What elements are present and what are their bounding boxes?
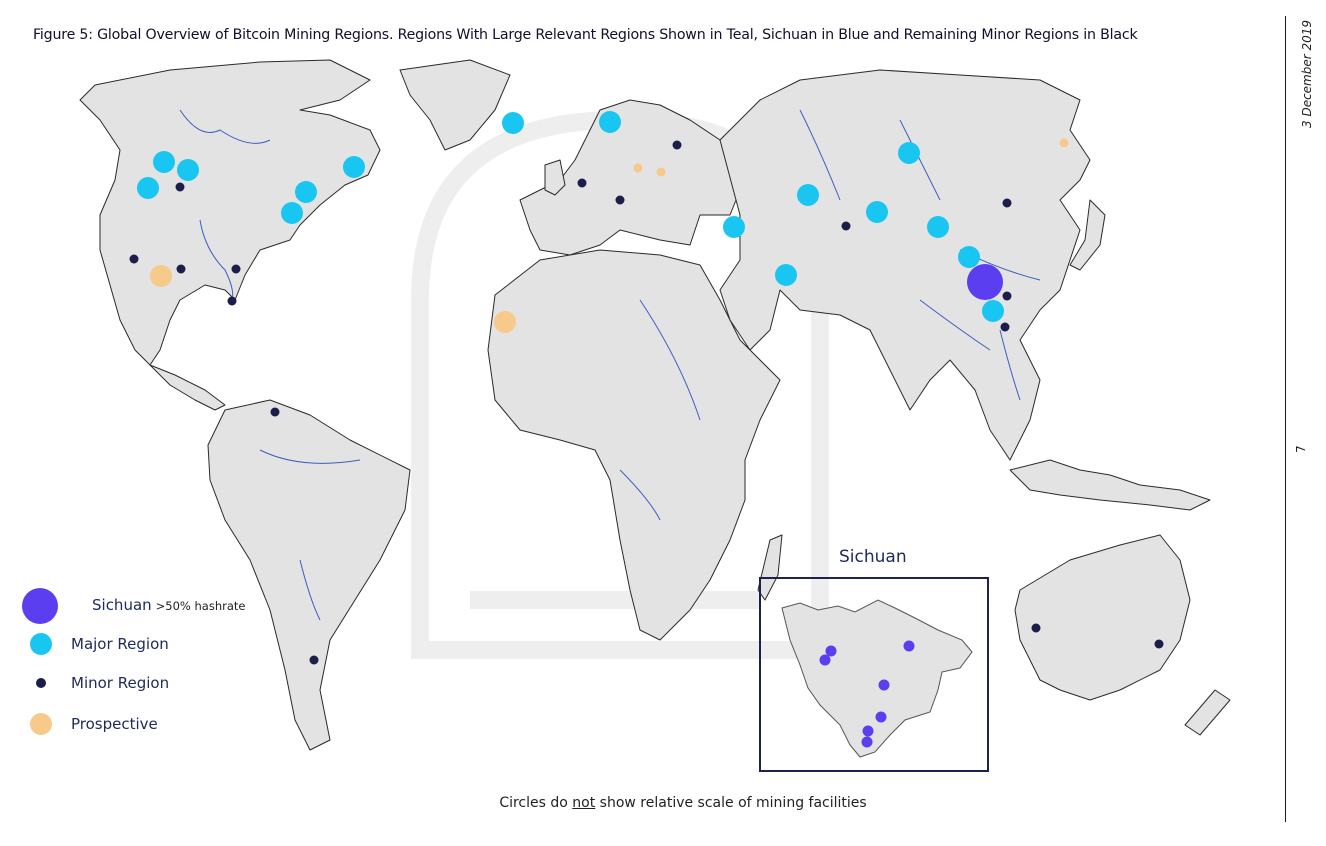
minor-region-marker xyxy=(1002,198,1012,208)
sichuan-site-marker xyxy=(819,654,831,666)
major-region-marker xyxy=(927,216,949,238)
prospective-marker xyxy=(656,167,666,177)
major-region-marker xyxy=(137,177,159,199)
legend-label-minor: Minor Region xyxy=(71,674,170,692)
minor-region-marker xyxy=(270,407,280,417)
minor-region-marker xyxy=(231,264,241,274)
major-region-marker xyxy=(866,201,888,223)
legend-label-prospective: Prospective xyxy=(71,715,158,733)
legend-swatch-sichuan xyxy=(22,588,58,624)
sichuan-inset-frame xyxy=(759,577,989,772)
minor-region-marker xyxy=(577,178,587,188)
prospective-regions xyxy=(150,138,1069,333)
prospective-marker xyxy=(494,311,516,333)
figure-title: Figure 5: Global Overview of Bitcoin Min… xyxy=(33,27,1138,43)
inset-title: Sichuan xyxy=(839,547,907,567)
major-region-marker xyxy=(177,159,199,181)
legend-swatch-major xyxy=(30,633,52,655)
indonesia xyxy=(1009,459,1211,511)
map-caption: Circles do not show relative scale of mi… xyxy=(0,795,1326,811)
minor-region-marker xyxy=(1002,291,1012,301)
central-america xyxy=(149,364,226,411)
australia xyxy=(1014,534,1191,701)
sichuan-site-marker xyxy=(861,736,873,748)
major-region-marker xyxy=(281,202,303,224)
asia xyxy=(719,69,1091,461)
major-region-marker xyxy=(958,246,980,268)
major-regions xyxy=(137,111,1004,322)
sichuan-marker xyxy=(967,264,1003,300)
minor-region-marker xyxy=(175,182,185,192)
page-number: 7 xyxy=(1293,445,1308,453)
sichuan-site-marker xyxy=(878,679,890,691)
minor-region-marker xyxy=(1031,623,1041,633)
legend-item-major: Major Region xyxy=(30,633,169,655)
south-america xyxy=(207,399,411,751)
legend-item-sichuan: Sichuan >50% hashrate xyxy=(22,588,245,624)
great-britain xyxy=(544,159,566,196)
side-rule xyxy=(1285,16,1286,822)
new-zealand xyxy=(1184,689,1231,736)
legend-swatch-minor xyxy=(36,678,46,688)
major-region-marker xyxy=(898,142,920,164)
caption-text-before: Circles do xyxy=(499,795,573,811)
minor-regions xyxy=(129,140,1164,665)
sichuan-site-marker xyxy=(875,711,887,723)
africa xyxy=(487,249,781,641)
major-region-marker xyxy=(295,181,317,203)
legend-swatch-prospective xyxy=(30,713,52,735)
minor-region-marker xyxy=(1154,639,1164,649)
minor-region-marker xyxy=(309,655,319,665)
minor-region-marker xyxy=(227,296,237,306)
legend-label-major: Major Region xyxy=(71,635,169,653)
major-region-marker xyxy=(502,112,524,134)
prospective-marker xyxy=(150,265,172,287)
major-region-marker xyxy=(775,264,797,286)
prospective-marker xyxy=(633,163,643,173)
europe xyxy=(519,99,741,256)
major-region-marker xyxy=(723,216,745,238)
legend-sub-sichuan: >50% hashrate xyxy=(155,599,246,613)
major-region-marker xyxy=(153,151,175,173)
land-masses xyxy=(79,59,1231,751)
minor-region-marker xyxy=(841,221,851,231)
sichuan-site-marker xyxy=(825,645,837,657)
major-region-marker xyxy=(343,156,365,178)
japan xyxy=(1069,199,1106,271)
legend-item-prospective: Prospective xyxy=(30,713,158,735)
legend-item-minor: Minor Region xyxy=(36,674,169,692)
minor-region-marker xyxy=(672,140,682,150)
sichuan-inset-map xyxy=(781,599,973,758)
minor-region-marker xyxy=(1000,322,1010,332)
minor-region-marker xyxy=(129,254,139,264)
sichuan-site-marker xyxy=(862,725,874,737)
legend-label-sichuan: Sichuan xyxy=(92,596,152,614)
major-region-marker xyxy=(797,184,819,206)
major-region-marker xyxy=(599,111,621,133)
prospective-marker xyxy=(1059,138,1069,148)
major-region-marker xyxy=(982,300,1004,322)
side-date: 3 December 2019 xyxy=(1300,19,1314,128)
minor-region-marker xyxy=(615,195,625,205)
greenland xyxy=(399,59,511,151)
minor-region-marker xyxy=(176,264,186,274)
north-america xyxy=(79,59,381,366)
caption-text-underlined: not xyxy=(572,795,596,811)
sichuan-province-shape xyxy=(781,599,973,758)
sichuan-site-marker xyxy=(903,640,915,652)
caption-text-after: show relative scale of mining facilities xyxy=(595,795,867,811)
